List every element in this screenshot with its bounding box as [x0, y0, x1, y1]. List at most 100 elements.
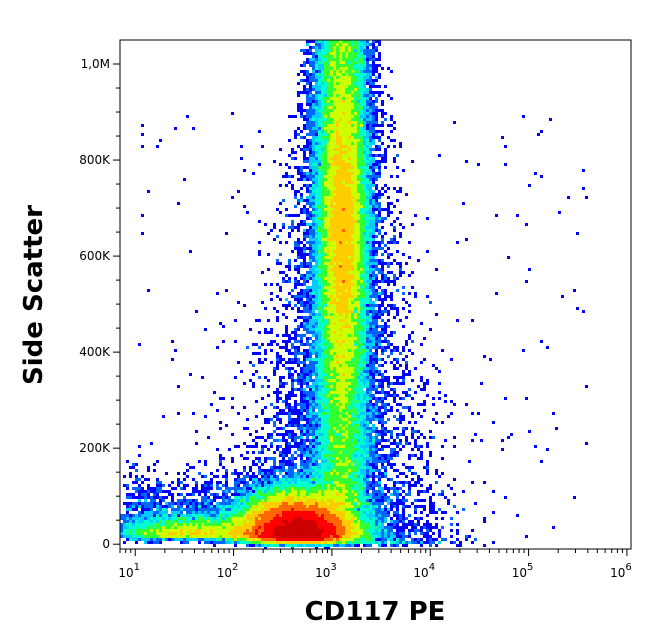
density-cell [426, 379, 429, 382]
density-cell [297, 295, 300, 298]
density-cell [372, 409, 375, 412]
density-cell [567, 196, 570, 199]
density-cell [357, 376, 360, 379]
density-cell [387, 385, 390, 388]
density-cell [339, 151, 342, 154]
density-cell [333, 475, 336, 478]
density-cell [309, 388, 312, 391]
density-cell [315, 391, 318, 394]
density-cell [357, 136, 360, 139]
density-cell [333, 406, 336, 409]
density-cell [309, 127, 312, 130]
density-cell [342, 469, 345, 472]
density-cell [366, 58, 369, 61]
density-cell [348, 463, 351, 466]
density-cell [315, 337, 318, 340]
density-cell [318, 424, 321, 427]
density-cell [582, 169, 585, 172]
density-cell [327, 418, 330, 421]
density-cell [324, 463, 327, 466]
density-cell [318, 370, 321, 373]
density-cell [288, 154, 291, 157]
density-cell [273, 466, 276, 469]
density-cell [342, 361, 345, 364]
density-cell [366, 334, 369, 337]
density-cell [381, 241, 384, 244]
density-cell [348, 58, 351, 61]
density-cell [318, 238, 321, 241]
density-cell [357, 430, 360, 433]
density-cell [291, 223, 294, 226]
density-cell [354, 256, 357, 259]
density-cell [399, 274, 402, 277]
density-cell [381, 193, 384, 196]
density-cell [399, 412, 402, 415]
density-cell [327, 259, 330, 262]
density-cell [384, 157, 387, 160]
density-cell [309, 76, 312, 79]
density-cell [387, 124, 390, 127]
density-cell [351, 76, 354, 79]
density-cell [354, 229, 357, 232]
density-cell [300, 394, 303, 397]
density-cell [384, 337, 387, 340]
density-cell [294, 196, 297, 199]
density-cell [381, 112, 384, 115]
density-cell [324, 322, 327, 325]
density-cell [369, 316, 372, 319]
density-cell [300, 265, 303, 268]
density-cell [522, 349, 525, 352]
density-cell [357, 394, 360, 397]
density-cell [333, 172, 336, 175]
density-cell [306, 190, 309, 193]
density-cell [315, 103, 318, 106]
density-cell [315, 304, 318, 307]
density-cell [330, 415, 333, 418]
density-cell [354, 403, 357, 406]
density-cell [318, 331, 321, 334]
density-cell [315, 253, 318, 256]
density-cell [345, 418, 348, 421]
density-cell [351, 223, 354, 226]
density-cell [321, 448, 324, 451]
density-cell [318, 181, 321, 184]
density-cell [354, 169, 357, 172]
density-cell [285, 241, 288, 244]
density-cell [354, 214, 357, 217]
density-cell [387, 319, 390, 322]
density-cell [375, 229, 378, 232]
density-cell [351, 82, 354, 85]
density-cell [372, 388, 375, 391]
density-cell [270, 469, 273, 472]
density-cell [315, 394, 318, 397]
density-cell [414, 421, 417, 424]
density-cell [345, 124, 348, 127]
density-cell [279, 298, 282, 301]
density-cell [315, 178, 318, 181]
density-cell [366, 262, 369, 265]
density-cell [312, 73, 315, 76]
density-cell [300, 166, 303, 169]
density-cell [408, 241, 411, 244]
density-cell [156, 145, 159, 148]
density-cell [351, 274, 354, 277]
density-cell [354, 124, 357, 127]
density-cell [342, 355, 345, 358]
density-cell [378, 40, 381, 43]
density-cell [360, 268, 363, 271]
density-cell [381, 100, 384, 103]
density-cell [369, 76, 372, 79]
density-cell [336, 73, 339, 76]
density-cell [273, 469, 276, 472]
density-cell [342, 154, 345, 157]
density-cell [264, 283, 267, 286]
density-cell [375, 313, 378, 316]
density-cell [408, 310, 411, 313]
density-cell [327, 121, 330, 124]
density-cell [312, 217, 315, 220]
density-cell [294, 355, 297, 358]
density-cell [267, 418, 270, 421]
density-cell [357, 355, 360, 358]
density-cell [402, 226, 405, 229]
density-cell [276, 433, 279, 436]
